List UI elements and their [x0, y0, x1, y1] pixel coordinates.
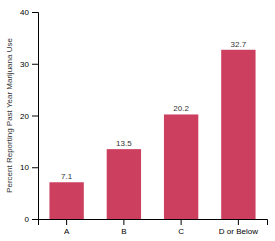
data-label: 32.7 [231, 40, 247, 49]
data-label: 13.5 [116, 139, 132, 148]
y-tick: 10 [20, 163, 38, 172]
x-tick-mark [238, 219, 239, 225]
x-tick-mark [181, 219, 182, 225]
y-tick-label: 10 [20, 163, 29, 172]
x-tick: B [121, 219, 126, 236]
x-axis-line [39, 220, 268, 226]
chart: 0 10 20 30 40 A B C D or Below 7.1 13.5 20.2 32.7 Per… [0, 0, 275, 241]
bar [107, 149, 141, 219]
x-axis: A B C D or Below [39, 219, 268, 236]
y-axis-line [32, 13, 39, 220]
data-label: 7.1 [61, 172, 73, 181]
y-axis: 0 10 20 30 40 [20, 8, 38, 224]
x-tick-label: C [178, 227, 184, 236]
x-tick: A [64, 219, 70, 236]
x-tick: D or Below [219, 219, 258, 236]
y-tick-label: 0 [25, 215, 30, 224]
x-tick-mark [123, 219, 124, 225]
y-tick-mark [32, 167, 38, 168]
data-labels: 7.1 13.5 20.2 32.7 [61, 40, 247, 181]
y-tick: 40 [20, 8, 38, 17]
y-tick-mark [32, 12, 38, 13]
y-tick-mark [32, 116, 38, 117]
bars [49, 50, 255, 219]
y-tick: 0 [25, 215, 38, 224]
y-tick-label: 20 [20, 112, 29, 121]
x-tick-label: D or Below [219, 227, 258, 236]
y-axis-title: Percent Reporting Past Year Marijuana Us… [5, 38, 14, 193]
y-tick-label: 30 [20, 60, 29, 69]
y-tick: 20 [20, 112, 38, 121]
bar [221, 50, 255, 219]
y-tick: 30 [20, 60, 38, 69]
y-tick-mark [32, 64, 38, 65]
x-tick: C [178, 219, 184, 236]
y-tick-mark [32, 219, 38, 220]
plot: 0 10 20 30 40 A B C D or Below 7.1 13.5 20.2 32.7 [20, 8, 267, 236]
bar [164, 114, 198, 219]
data-label: 20.2 [173, 104, 189, 113]
y-tick-label: 40 [20, 8, 29, 17]
bar [49, 182, 83, 219]
x-tick-label: B [121, 227, 126, 236]
x-tick-mark [66, 219, 67, 225]
x-tick-label: A [64, 227, 70, 236]
